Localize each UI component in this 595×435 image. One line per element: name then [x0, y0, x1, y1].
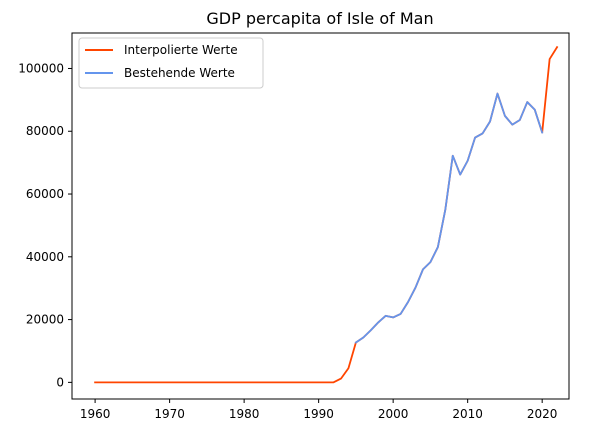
y-tick-label: 80000: [26, 124, 64, 138]
y-axis: 0 20000 40000 60000 80000 100000: [18, 61, 72, 389]
x-tick-label: 1990: [303, 407, 334, 421]
x-tick-label: 1970: [154, 407, 185, 421]
legend-label-existing: Bestehende Werte: [124, 66, 235, 80]
x-tick-label: 2000: [378, 407, 409, 421]
x-tick-label: 1960: [80, 407, 111, 421]
y-tick-label: 60000: [26, 187, 64, 201]
y-tick-label: 0: [56, 375, 64, 389]
legend-label-interpolated: Interpolierte Werte: [124, 43, 238, 57]
y-tick-label: 100000: [18, 61, 64, 75]
x-axis: 19601970198019902000201020202030: [80, 399, 558, 421]
legend: Interpolierte Werte Bestehende Werte: [78, 37, 264, 89]
x-tick-label: 2020: [527, 407, 558, 421]
y-tick-label: 40000: [26, 250, 64, 264]
series-line-1: [354, 92, 544, 344]
series-layer: [94, 45, 559, 384]
y-tick-label: 20000: [26, 313, 64, 327]
series-line-0: [94, 45, 559, 384]
chart-title: GDP percapita of Isle of Man: [206, 9, 433, 28]
x-tick-label: 2010: [452, 407, 483, 421]
legend-box: [78, 37, 264, 89]
plot-area-frame: [71, 32, 570, 400]
x-tick-label: 1980: [229, 407, 260, 421]
